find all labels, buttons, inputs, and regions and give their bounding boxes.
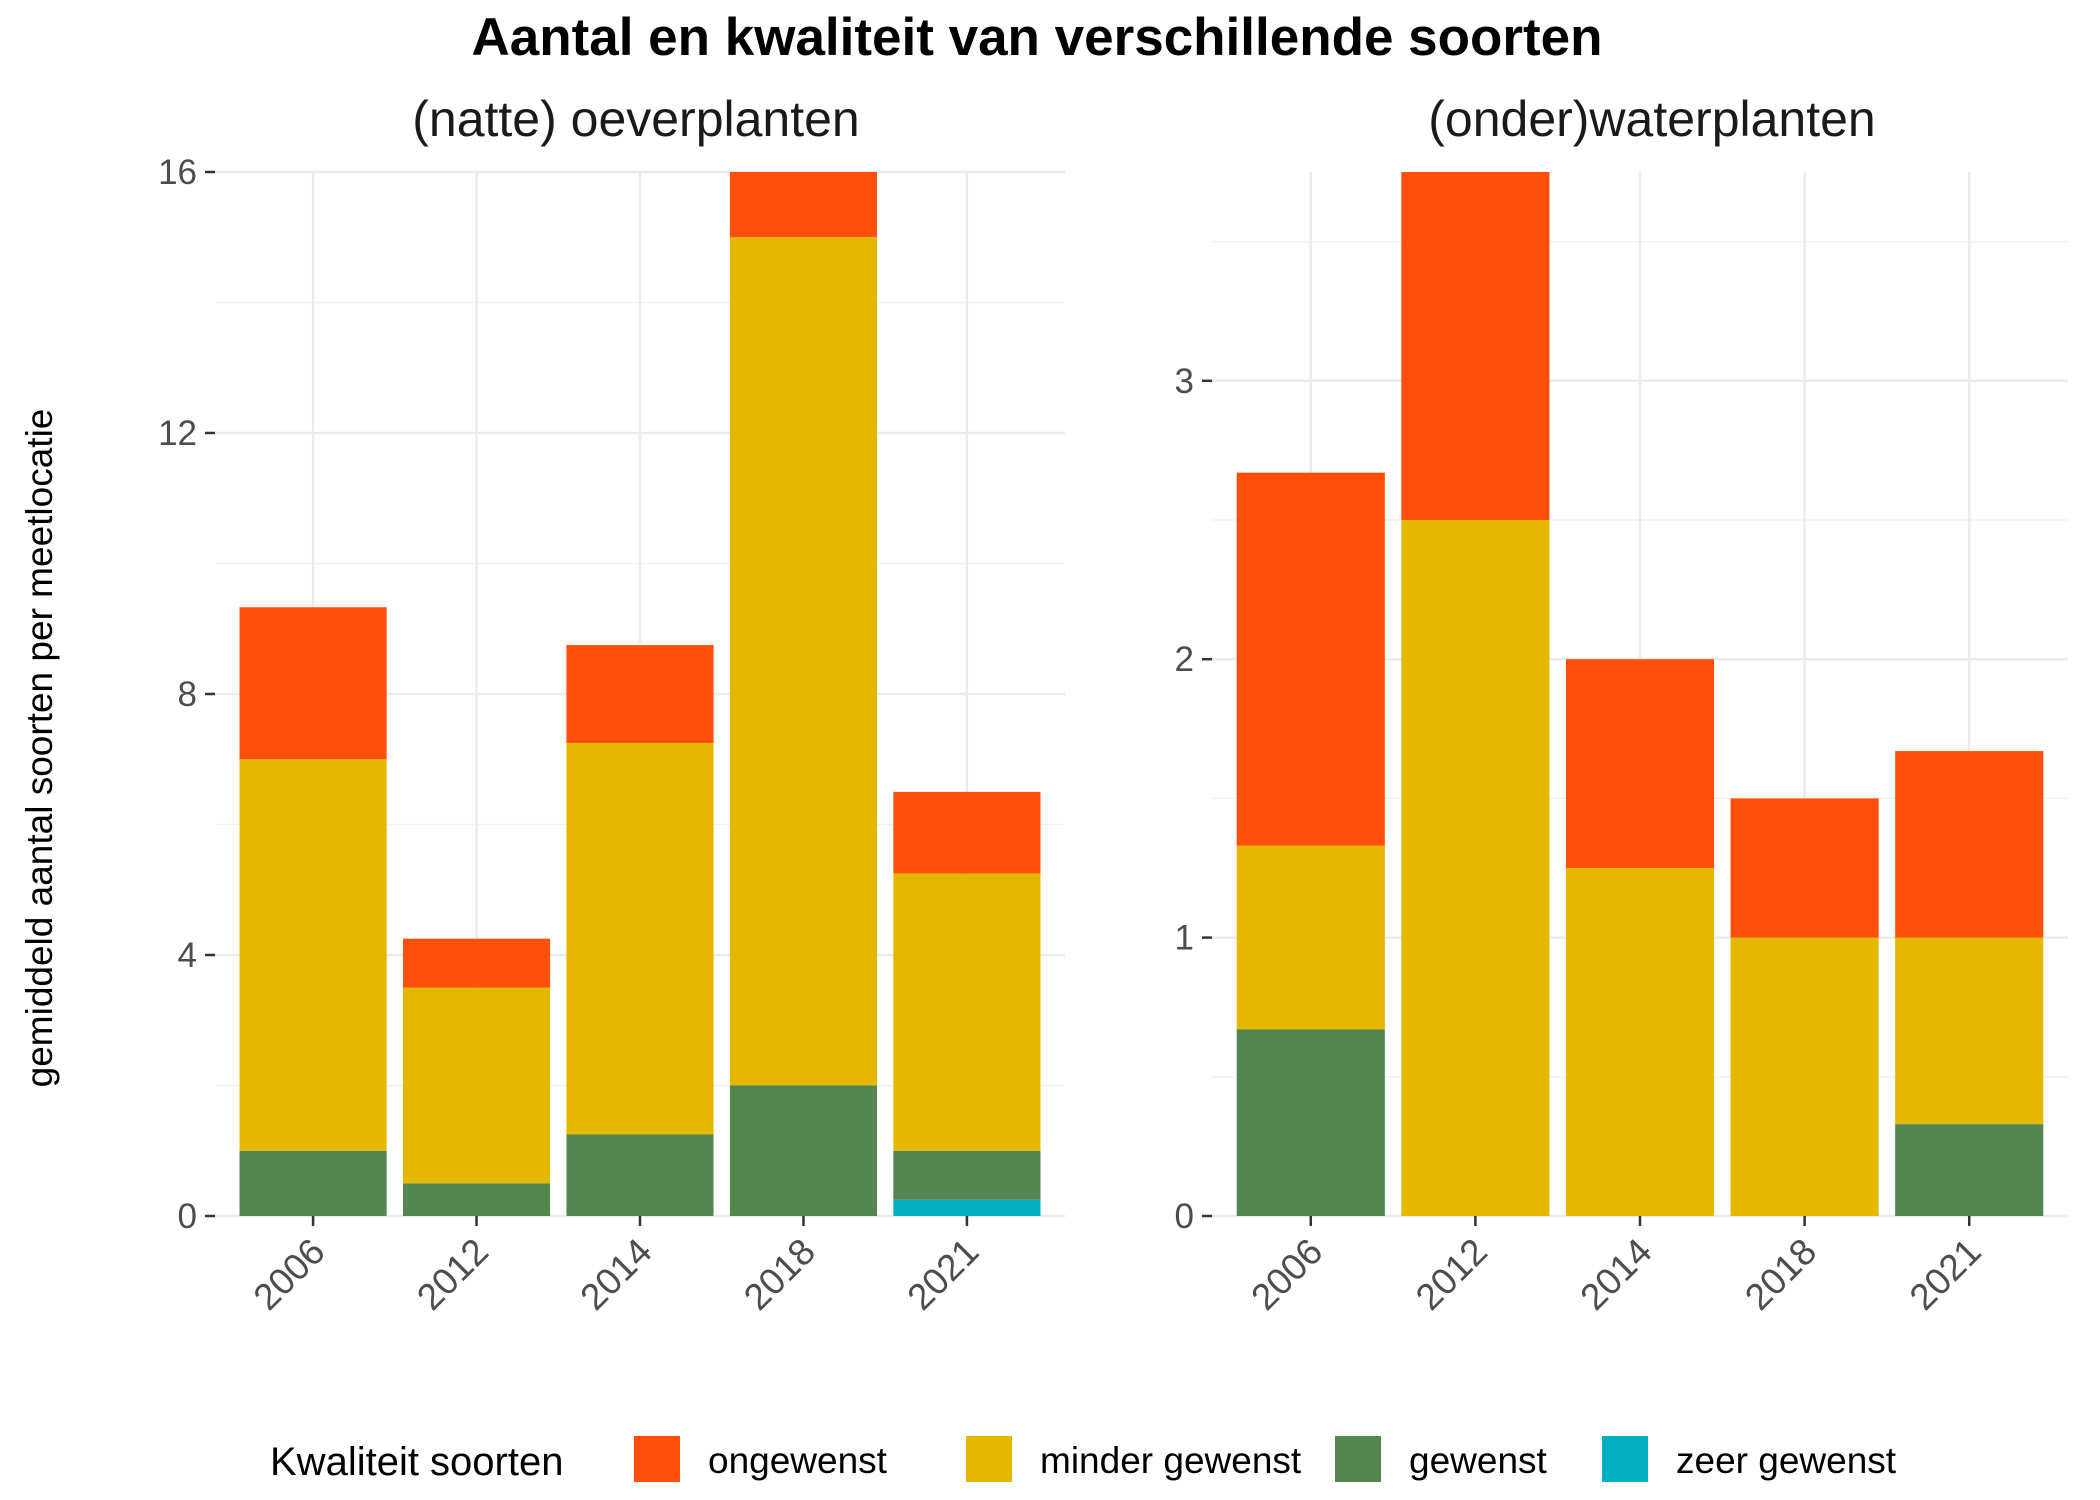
bar-segment bbox=[729, 237, 878, 1086]
bar-segment bbox=[566, 742, 714, 1135]
x-tick-label: 2018 bbox=[1737, 1231, 1824, 1318]
bar-segment bbox=[1236, 1029, 1385, 1216]
x-tick-label: 2012 bbox=[1408, 1231, 1495, 1318]
y-tick-label: 3 bbox=[1175, 362, 1194, 401]
bar-segment bbox=[893, 1199, 1041, 1216]
bar-segment bbox=[1895, 937, 2044, 1125]
x-tick-label: 2018 bbox=[736, 1231, 823, 1318]
y-tick-label: 8 bbox=[178, 675, 197, 714]
bar-segment bbox=[239, 1150, 387, 1216]
bar-segment bbox=[1730, 937, 1879, 1216]
bar-segment bbox=[729, 1085, 878, 1216]
bar-segment bbox=[729, 172, 878, 238]
bar-segment bbox=[566, 1134, 714, 1216]
bar-segment bbox=[1565, 659, 1715, 868]
bar-segment bbox=[402, 987, 551, 1184]
legend-swatch bbox=[966, 1436, 1012, 1482]
y-tick-label: 16 bbox=[158, 153, 197, 192]
legend-title: Kwaliteit soorten bbox=[270, 1440, 563, 1484]
y-tick-label: 0 bbox=[178, 1197, 197, 1236]
bar-segment bbox=[1236, 472, 1385, 846]
x-tick-label: 2021 bbox=[899, 1231, 986, 1318]
legend-label: ongewenst bbox=[708, 1440, 888, 1481]
y-tick-label: 4 bbox=[178, 936, 197, 975]
legend: Kwaliteit soorten ongewenst minder gewenst… bbox=[270, 1436, 1897, 1484]
bar-segment bbox=[893, 791, 1041, 874]
chart-title: Aantal en kwaliteit van verschillende so… bbox=[471, 8, 1602, 67]
bar-segment bbox=[402, 938, 551, 988]
y-axis-label: gemiddeld aantal soorten per meetlocatie bbox=[19, 409, 60, 1088]
bar-segment bbox=[1236, 845, 1385, 1030]
panel-title: (onder)waterplanten bbox=[1428, 91, 1876, 147]
legend-swatch bbox=[634, 1436, 680, 1482]
legend-label: gewenst bbox=[1409, 1440, 1548, 1481]
legend-label: zeer gewenst bbox=[1676, 1440, 1897, 1481]
x-tick-label: 2021 bbox=[1902, 1231, 1989, 1318]
legend-label: minder gewenst bbox=[1040, 1440, 1302, 1481]
bar-segment bbox=[893, 1150, 1041, 1200]
panel-oeverplanten: (natte) oeverplanten 0 4 8 12 16 2006 2012 2014 2… bbox=[158, 91, 1065, 1318]
panel-waterplanten: (onder)waterplanten 0 1 2 3 2006 2012 2014 2018 2… bbox=[1175, 91, 2068, 1318]
bar-segment bbox=[402, 1183, 551, 1216]
x-tick-label: 2014 bbox=[572, 1231, 659, 1318]
x-tick-label: 2014 bbox=[1572, 1231, 1659, 1318]
y-tick-label: 0 bbox=[1175, 1197, 1194, 1236]
y-tick-label: 12 bbox=[158, 414, 197, 453]
bar-segment bbox=[239, 759, 387, 1151]
bar-segment bbox=[1401, 520, 1550, 1216]
bar-segment bbox=[1565, 868, 1715, 1216]
bar-segment bbox=[239, 607, 387, 760]
y-tick-label: 2 bbox=[1175, 640, 1194, 679]
bar-segment bbox=[1401, 172, 1550, 520]
x-tick-label: 2006 bbox=[246, 1231, 333, 1318]
bar-segment bbox=[566, 645, 714, 743]
x-tick-label: 2006 bbox=[1243, 1231, 1330, 1318]
bar-segment bbox=[893, 873, 1041, 1151]
legend-swatch bbox=[1335, 1436, 1381, 1482]
panel-title: (natte) oeverplanten bbox=[412, 91, 860, 147]
bar-segment bbox=[1730, 798, 1879, 938]
x-tick-label: 2012 bbox=[409, 1231, 496, 1318]
bar-segment bbox=[1895, 751, 2044, 938]
legend-swatch bbox=[1602, 1436, 1648, 1482]
y-tick-label: 1 bbox=[1175, 919, 1194, 958]
bar-segment bbox=[1895, 1124, 2044, 1216]
